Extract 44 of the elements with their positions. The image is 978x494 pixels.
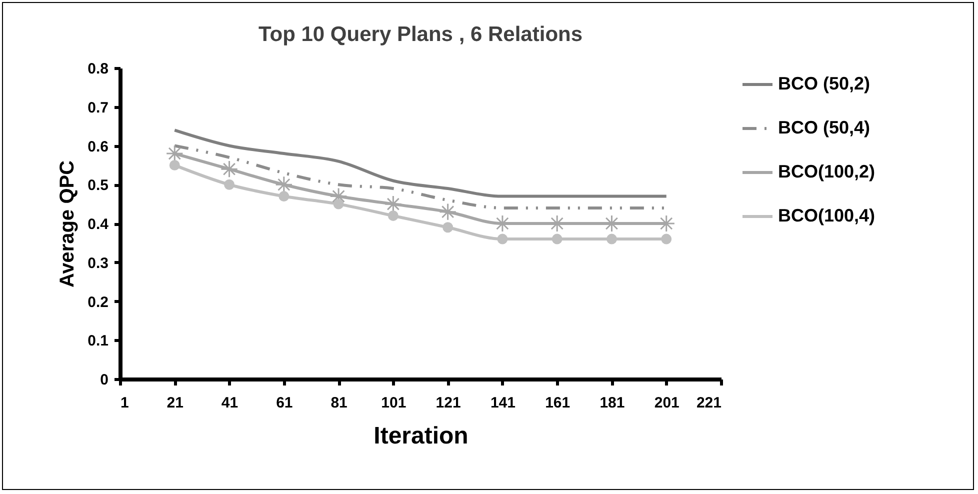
point (384, 195, 402, 213)
legend-label: BCO(100,4) (778, 206, 876, 226)
x-tick-label: 21 (166, 394, 184, 412)
point (275, 176, 293, 194)
y-tick-label: 0.8 (88, 60, 108, 78)
y-tick-label: 0 (100, 372, 108, 388)
y-tick-label: 0.4 (88, 216, 110, 233)
legend-label: BCO (50,2) (778, 74, 870, 94)
point (166, 144, 184, 162)
x-tick-label: 101 (381, 394, 406, 412)
x-tick-label: 201 (654, 394, 680, 412)
legend-label: BCO (50,4) (778, 118, 870, 138)
point (661, 234, 672, 244)
point (606, 234, 617, 244)
point (333, 198, 344, 210)
x-tick-label: 181 (600, 394, 625, 412)
x-tick-label: 81 (330, 394, 348, 412)
x-axis-title: Iteration (374, 422, 468, 450)
point (497, 234, 508, 244)
x-tick-label: 121 (436, 394, 461, 412)
x-tick-label: 221 (696, 394, 722, 412)
x-tick-label: 61 (276, 394, 293, 412)
point (220, 160, 238, 178)
point (552, 234, 562, 244)
point (278, 191, 290, 202)
point (224, 179, 235, 190)
x-tick-label: 161 (545, 394, 570, 412)
y-tick-label: 0.1 (88, 332, 108, 350)
x-tick-label: 41 (221, 394, 238, 412)
y-axis-title: Average QPC (56, 160, 79, 288)
x-tick-label: 1 (120, 394, 129, 412)
y-tick-label: 0.7 (88, 99, 108, 116)
y-tick-label: 0.2 (88, 294, 108, 311)
point (169, 160, 180, 170)
point (388, 210, 398, 221)
legend-label: BCO(100,2) (778, 162, 876, 182)
y-tick-label: 0.3 (88, 254, 108, 272)
y-tick-label: 0.5 (88, 177, 108, 194)
point (442, 222, 454, 233)
y-tick-label: 0.6 (88, 138, 108, 156)
point (439, 203, 457, 221)
chart-title: Top 10 Query Plans , 6 Relations (258, 23, 583, 46)
x-tick-label: 141 (490, 394, 516, 412)
line-series (173, 128, 668, 198)
